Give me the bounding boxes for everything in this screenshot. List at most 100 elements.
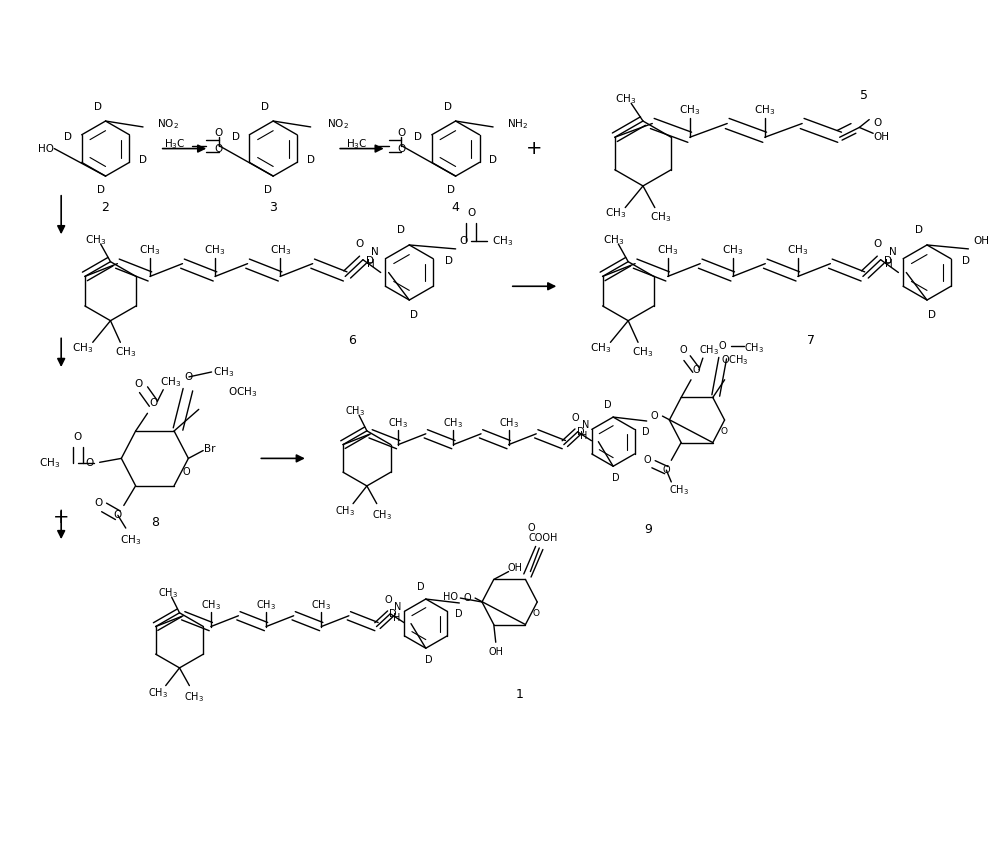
Text: CH$_3$: CH$_3$ bbox=[39, 457, 60, 470]
Text: D: D bbox=[884, 256, 892, 266]
Text: CH$_3$: CH$_3$ bbox=[158, 587, 178, 600]
Text: CH$_3$: CH$_3$ bbox=[85, 233, 106, 247]
Text: D: D bbox=[455, 609, 462, 619]
Text: 4: 4 bbox=[452, 201, 460, 214]
Text: D: D bbox=[447, 185, 455, 195]
Text: O: O bbox=[397, 127, 406, 138]
Text: CH$_3$: CH$_3$ bbox=[669, 483, 689, 497]
Text: D: D bbox=[232, 132, 240, 142]
Text: D: D bbox=[445, 256, 453, 266]
Text: N: N bbox=[582, 420, 589, 430]
Text: O: O bbox=[114, 511, 122, 520]
Text: O: O bbox=[644, 455, 651, 465]
Text: D: D bbox=[425, 655, 433, 665]
Text: HO: HO bbox=[443, 592, 458, 602]
Text: 1: 1 bbox=[516, 688, 524, 701]
Text: O: O bbox=[215, 143, 223, 154]
Text: H: H bbox=[393, 613, 400, 623]
Text: 6: 6 bbox=[348, 334, 356, 347]
Text: NH$_2$: NH$_2$ bbox=[507, 117, 528, 131]
Text: 7: 7 bbox=[807, 334, 815, 347]
Text: N: N bbox=[371, 246, 379, 257]
Text: 8: 8 bbox=[151, 516, 159, 529]
Text: O: O bbox=[182, 467, 190, 477]
Text: COOH: COOH bbox=[529, 533, 558, 544]
Text: CH$_3$: CH$_3$ bbox=[744, 341, 764, 355]
Text: D: D bbox=[64, 132, 72, 142]
Text: O: O bbox=[533, 609, 540, 618]
Text: O: O bbox=[134, 379, 143, 389]
Text: OH: OH bbox=[488, 647, 503, 657]
Text: O: O bbox=[873, 118, 881, 128]
Text: O: O bbox=[385, 595, 392, 605]
Text: CH$_3$: CH$_3$ bbox=[72, 341, 93, 355]
Text: CH$_3$: CH$_3$ bbox=[499, 416, 519, 430]
Text: H: H bbox=[885, 258, 892, 268]
Text: CH$_3$: CH$_3$ bbox=[256, 598, 276, 612]
Text: D: D bbox=[261, 102, 269, 112]
Text: OH: OH bbox=[508, 563, 523, 572]
Text: CH$_3$: CH$_3$ bbox=[120, 533, 141, 547]
Text: 9: 9 bbox=[644, 522, 652, 536]
Text: HO: HO bbox=[38, 143, 54, 154]
Text: D: D bbox=[444, 102, 452, 112]
Text: OCH$_3$: OCH$_3$ bbox=[721, 353, 748, 367]
Text: CH$_3$: CH$_3$ bbox=[679, 103, 700, 116]
Text: O: O bbox=[692, 365, 700, 375]
Text: D: D bbox=[97, 185, 105, 195]
Text: CH$_3$: CH$_3$ bbox=[213, 365, 234, 379]
Text: D: D bbox=[577, 427, 584, 437]
Text: CH$_3$: CH$_3$ bbox=[160, 375, 181, 389]
Text: CH$_3$: CH$_3$ bbox=[603, 233, 624, 247]
Text: CH$_3$: CH$_3$ bbox=[754, 103, 775, 116]
Text: O: O bbox=[463, 593, 471, 603]
Text: D: D bbox=[417, 582, 425, 592]
Text: CH$_3$: CH$_3$ bbox=[590, 341, 611, 355]
Text: O: O bbox=[94, 499, 102, 508]
Text: Br: Br bbox=[204, 444, 216, 453]
Text: O: O bbox=[663, 465, 670, 475]
Text: D: D bbox=[264, 185, 272, 195]
Text: O: O bbox=[679, 345, 687, 355]
Text: D: D bbox=[612, 473, 620, 483]
Text: D: D bbox=[389, 609, 397, 619]
Text: CH$_3$: CH$_3$ bbox=[615, 93, 636, 106]
Text: O: O bbox=[74, 432, 82, 441]
Text: O: O bbox=[85, 458, 94, 468]
Text: CH$_3$: CH$_3$ bbox=[787, 243, 808, 257]
Text: O: O bbox=[185, 372, 193, 381]
Text: CH$_3$: CH$_3$ bbox=[492, 234, 514, 248]
Text: OH: OH bbox=[973, 236, 989, 246]
Text: CH$_3$: CH$_3$ bbox=[148, 686, 168, 701]
Text: CH$_3$: CH$_3$ bbox=[650, 210, 671, 225]
Text: D: D bbox=[397, 225, 405, 235]
Text: O: O bbox=[719, 341, 726, 351]
Text: NO$_2$: NO$_2$ bbox=[327, 117, 349, 131]
Text: CH$_3$: CH$_3$ bbox=[443, 416, 463, 430]
Text: O: O bbox=[720, 427, 727, 436]
Text: CH$_3$: CH$_3$ bbox=[722, 243, 743, 257]
Text: O: O bbox=[572, 413, 579, 423]
Text: CH$_3$: CH$_3$ bbox=[201, 598, 221, 612]
Text: CH$_3$: CH$_3$ bbox=[115, 345, 136, 359]
Text: D: D bbox=[604, 400, 612, 410]
Text: D: D bbox=[410, 310, 418, 320]
Text: CH$_3$: CH$_3$ bbox=[605, 207, 626, 220]
Text: CH$_3$: CH$_3$ bbox=[139, 243, 161, 257]
Text: CH$_3$: CH$_3$ bbox=[388, 416, 408, 430]
Text: D: D bbox=[642, 427, 650, 437]
Text: CH$_3$: CH$_3$ bbox=[345, 404, 365, 418]
Text: CH$_3$: CH$_3$ bbox=[335, 505, 355, 518]
Text: N: N bbox=[889, 246, 896, 257]
Text: O: O bbox=[459, 236, 468, 246]
Text: CH$_3$: CH$_3$ bbox=[270, 243, 291, 257]
Text: CH$_3$: CH$_3$ bbox=[311, 598, 331, 612]
Text: D: D bbox=[489, 155, 497, 165]
Text: D: D bbox=[915, 225, 923, 235]
Text: O: O bbox=[215, 127, 223, 138]
Text: CH$_3$: CH$_3$ bbox=[204, 243, 226, 257]
Text: 2: 2 bbox=[102, 201, 109, 214]
Text: O: O bbox=[467, 208, 476, 219]
Text: O: O bbox=[874, 239, 882, 249]
Text: O: O bbox=[356, 239, 364, 249]
